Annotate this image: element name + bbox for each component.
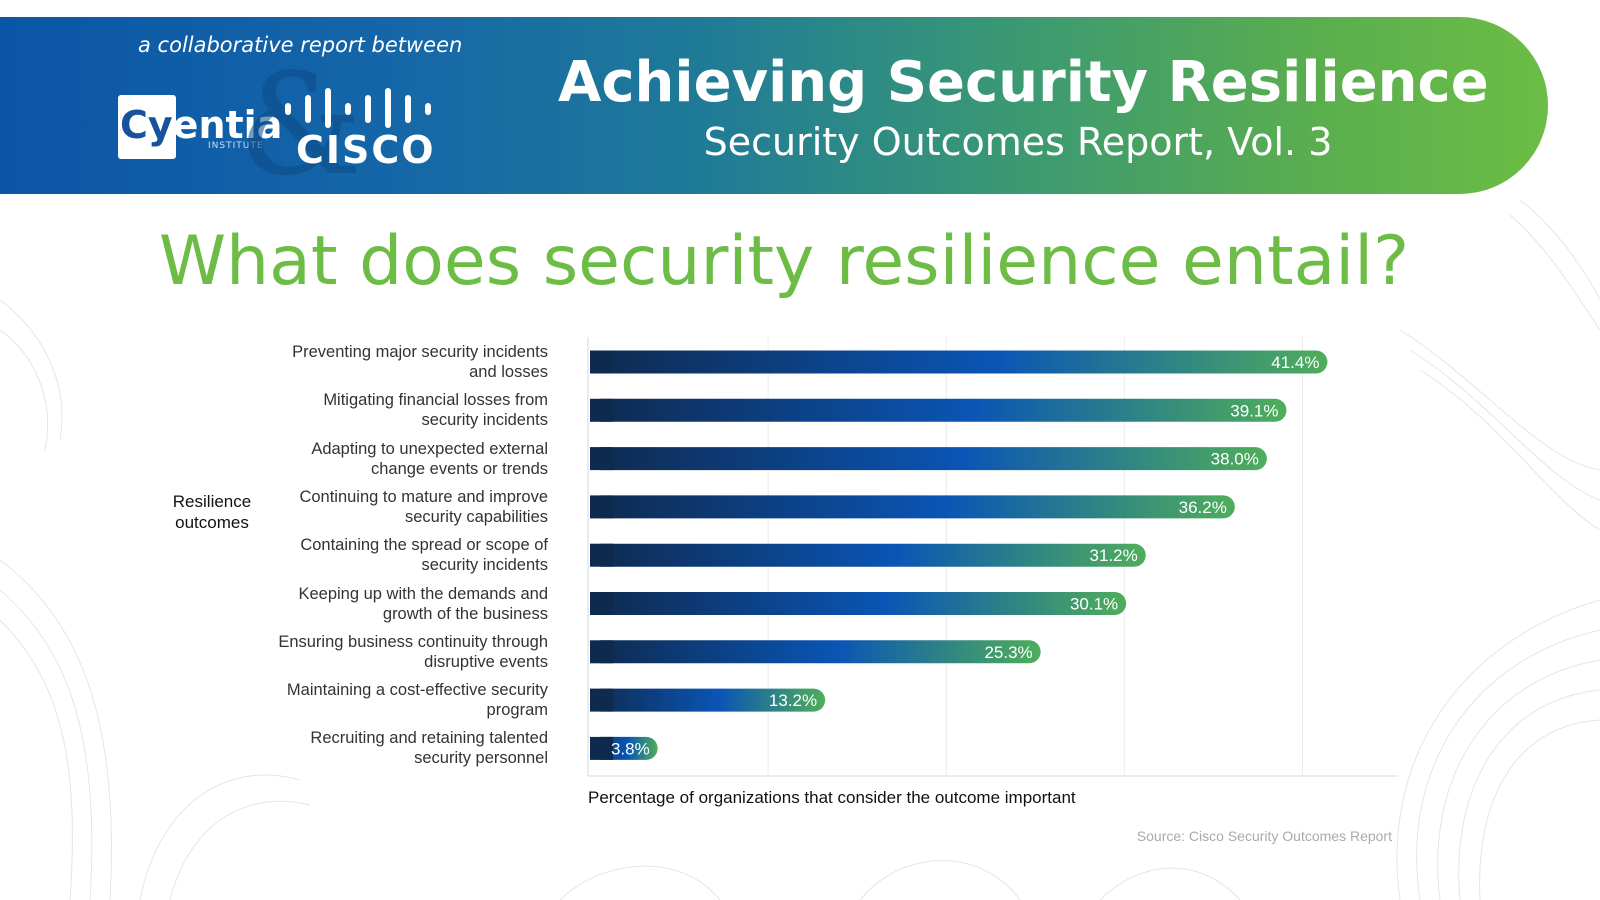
cyentia-logo-wordmark: Cyentia xyxy=(120,103,283,147)
category-label: Containing the spread or scope of securi… xyxy=(300,536,548,575)
x-axis-label: Percentage of organizations that conside… xyxy=(588,788,1076,807)
bar-value-label: 41.4% xyxy=(1271,353,1319,372)
cyentia-logo-superscript: 119 xyxy=(153,97,172,108)
bar-left-cap xyxy=(590,447,613,471)
category-label: Preventing major security incidents and … xyxy=(292,343,548,381)
question-heading: What does security resilience entail? xyxy=(158,222,1410,301)
category-label: Keeping up with the demands and growth o… xyxy=(298,584,548,623)
bar xyxy=(590,447,1267,471)
category-label: Ensuring business continuity through dis… xyxy=(278,632,548,671)
bar-left-cap xyxy=(590,543,613,567)
bar xyxy=(590,495,1235,519)
bar-left-cap xyxy=(590,350,613,374)
cisco-bars-icon xyxy=(285,88,431,128)
cyentia-logo-box xyxy=(118,95,176,159)
category-label: Maintaining a cost-effective security pr… xyxy=(286,681,548,720)
cisco-logo-wordmark: CISCO xyxy=(296,128,436,172)
bar-value-label: 13.2% xyxy=(769,691,817,710)
bar-value-label: 30.1% xyxy=(1070,595,1118,614)
bar-value-label: 38.0% xyxy=(1211,450,1259,469)
source-note: Source: Cisco Security Outcomes Report xyxy=(1136,828,1392,844)
header-banner xyxy=(0,17,1548,194)
bar xyxy=(590,640,1041,664)
bar-value-label: 39.1% xyxy=(1230,401,1278,420)
y-group-label: Resilience outcomes xyxy=(172,492,252,532)
category-label: Adapting to unexpected external change e… xyxy=(311,439,548,478)
bar-value-label: 3.8% xyxy=(611,739,650,758)
bar-left-cap xyxy=(590,736,613,760)
category-label: Continuing to mature and improve securit… xyxy=(299,487,548,526)
bar-left-cap xyxy=(590,592,613,615)
bar xyxy=(590,543,1146,567)
collaboration-tagline: a collaborative report between xyxy=(138,33,463,57)
bar-left-cap xyxy=(590,688,613,712)
bar-value-label: 25.3% xyxy=(984,643,1032,662)
category-label: Recruiting and retaining talented securi… xyxy=(310,729,548,768)
bar-value-label: 36.2% xyxy=(1179,498,1227,517)
ampersand-mark: & xyxy=(238,44,363,207)
bar-left-cap xyxy=(590,398,613,422)
report-subtitle: Security Outcomes Report, Vol. 3 xyxy=(703,120,1333,164)
category-label: Mitigating financial losses from securit… xyxy=(323,391,548,430)
cyentia-logo-subtitle: INSTITUTE xyxy=(208,141,264,151)
bar-value-label: 31.2% xyxy=(1090,546,1138,565)
bar-left-cap xyxy=(590,495,613,519)
bar xyxy=(590,688,826,712)
bar xyxy=(590,592,1127,615)
report-title: Achieving Security Resilience xyxy=(558,50,1489,115)
bar xyxy=(590,350,1328,374)
bar xyxy=(590,398,1287,422)
bar-left-cap xyxy=(590,640,613,664)
